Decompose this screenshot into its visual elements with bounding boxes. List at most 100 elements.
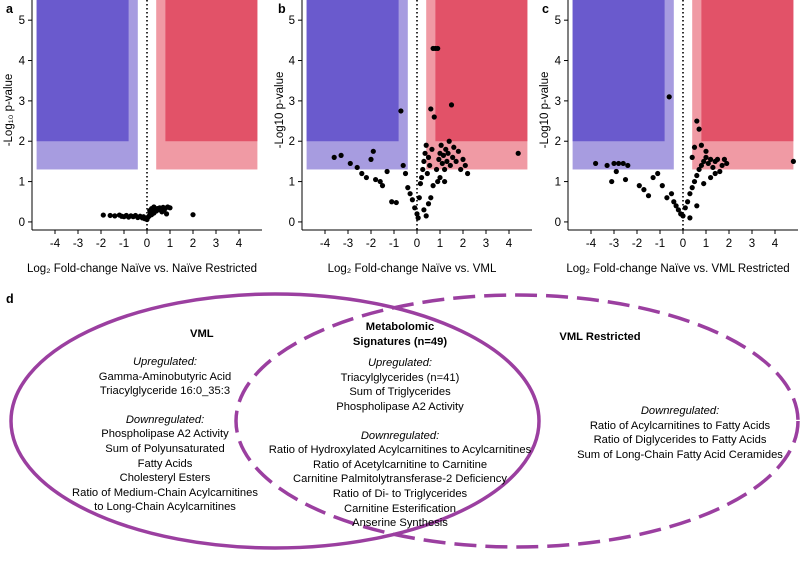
panel-c-point-18 bbox=[671, 199, 677, 205]
panel-c-ylabel: -Log10 p-value bbox=[539, 72, 551, 149]
panel-b-ytick-label-0: 0 bbox=[289, 217, 295, 229]
panel-c-point-11 bbox=[645, 193, 652, 199]
panel-b-point-25 bbox=[419, 174, 425, 181]
panel-c-point-6 bbox=[613, 168, 619, 175]
panel-b-point-0 bbox=[331, 154, 337, 160]
panel-c-xtick-label-5: 1 bbox=[703, 238, 709, 250]
panel-b-ytick-label-5: 5 bbox=[289, 15, 295, 27]
panel-b-point-51 bbox=[448, 102, 455, 108]
venn-left-ellipse bbox=[9, 292, 541, 550]
panel-c-ytick-label-3: 3 bbox=[555, 96, 561, 108]
panel-b-point-52 bbox=[450, 154, 456, 160]
venn-right-down-head: Downregulated: bbox=[640, 405, 720, 417]
panel-b-point-33 bbox=[428, 106, 434, 112]
panel-c-ytick-label-2: 2 bbox=[555, 136, 561, 148]
panel-b-point-22 bbox=[415, 215, 421, 221]
panel-c-xtick-label-1: -3 bbox=[609, 238, 619, 250]
panel-b-point-30 bbox=[424, 170, 430, 177]
panel-a-point-0 bbox=[100, 212, 106, 218]
panel-b-ytick-label-2: 2 bbox=[289, 136, 295, 148]
venn-right-title-wrap: VML Restricted bbox=[520, 330, 680, 345]
venn-middle-title-1: Signatures (n=49) bbox=[352, 335, 448, 348]
panel-c-point-25 bbox=[687, 191, 693, 197]
venn-middle-down-4: Carnitine Esterification bbox=[344, 502, 456, 515]
panel-b-xtick-label-0: -4 bbox=[320, 238, 331, 250]
panel-b-point-47 bbox=[444, 158, 450, 165]
panel-b-point-5 bbox=[363, 174, 369, 181]
panel-a-ytick-label-4: 4 bbox=[19, 56, 26, 68]
panel-b-point-15 bbox=[400, 162, 406, 169]
panel-b-point-4 bbox=[359, 170, 365, 177]
panel-b-point-34 bbox=[429, 146, 435, 152]
panel-b-point-50 bbox=[447, 162, 453, 169]
panel-a-xtick-label-1: -3 bbox=[73, 238, 83, 250]
panel-b-point-14 bbox=[398, 108, 404, 114]
venn-middle-up-2: Phospholipase A2 Activity bbox=[336, 400, 464, 413]
panel-a-point-35 bbox=[147, 208, 153, 214]
panel-a-ytick-label-2: 2 bbox=[19, 136, 25, 148]
panel-c-point-44 bbox=[698, 142, 705, 148]
venn-right-ellipse bbox=[234, 293, 800, 549]
panel-c-down-region-dark bbox=[572, 0, 665, 142]
panel-c-point-5 bbox=[625, 162, 631, 169]
panel-c-point-29 bbox=[696, 166, 702, 173]
panel-a-xtick-label-2: -2 bbox=[96, 238, 106, 250]
panel-b-point-23 bbox=[416, 195, 422, 201]
panel-b-point-58 bbox=[462, 162, 468, 169]
venn-left-down-3: Cholesteryl Esters bbox=[119, 472, 211, 485]
panel-b-ytick-label-4: 4 bbox=[289, 56, 296, 68]
panel-c-point-22 bbox=[680, 213, 686, 219]
panel-c-ytick-label-1: 1 bbox=[555, 177, 561, 189]
panel-c-point-32 bbox=[703, 154, 709, 160]
panel-c-point-9 bbox=[636, 183, 642, 189]
venn-middle-down-3: Ratio of Di- to Triglycerides bbox=[332, 487, 468, 500]
panel-c-ytick-label-5: 5 bbox=[555, 15, 561, 27]
venn-middle-up-1: Sum of Triglycerides bbox=[349, 386, 451, 399]
panel-b-point-42 bbox=[438, 142, 444, 148]
panel-c-xtick-label-8: 4 bbox=[772, 238, 779, 250]
venn-left-up-1: Triacylglyceride 16:0_35:3 bbox=[99, 385, 231, 398]
panel-b-point-55 bbox=[455, 148, 461, 154]
panel-b-up-region-dark bbox=[435, 0, 528, 142]
panel-c-point-16 bbox=[666, 94, 672, 100]
panel-b-point-48 bbox=[445, 150, 451, 156]
panel-b-xtick-label-7: 3 bbox=[483, 238, 489, 250]
venn-middle-up-head: Upregulated: bbox=[367, 357, 433, 370]
panel-a-xtick-label-0: -4 bbox=[50, 238, 61, 250]
venn-middle-down-head: Downregulated: bbox=[360, 429, 440, 442]
panel-b-point-59 bbox=[465, 170, 471, 177]
panel-c-xtick-label-4: 0 bbox=[680, 238, 686, 250]
panel-b-point-44 bbox=[440, 152, 447, 158]
panel-a-point-37 bbox=[161, 207, 167, 213]
panel-b-xtick-label-2: -2 bbox=[366, 238, 376, 250]
panel-c-xtick-label-0: -4 bbox=[586, 238, 597, 250]
venn-left-up-0: Gamma-Aminobutyric Acid bbox=[98, 370, 232, 383]
panel-b-ylabel: -Log10 p-value bbox=[274, 72, 286, 149]
panel-c-point-20 bbox=[675, 207, 682, 213]
panel-b-point-24 bbox=[417, 180, 424, 187]
venn-middle-down-5: Anserine Synthesis bbox=[352, 517, 448, 530]
panel-c-point-50 bbox=[790, 158, 797, 165]
panel-c-point-33 bbox=[705, 160, 711, 167]
panel-a-point-39 bbox=[190, 212, 196, 218]
panel-c-ytick-label-4: 4 bbox=[555, 56, 562, 68]
venn-left-title: VML bbox=[190, 328, 214, 340]
venn-left-content: Upregulated: Gamma-Aminobutyric Acid Tri… bbox=[40, 355, 290, 515]
panel-b-point-46 bbox=[443, 146, 449, 152]
panel-b-point-38 bbox=[431, 114, 437, 120]
venn-left-down-2: Fatty Acids bbox=[137, 457, 193, 470]
panel-b-point-2 bbox=[347, 160, 353, 167]
panel-a-point-1 bbox=[107, 212, 113, 219]
panel-c-point-40 bbox=[721, 156, 728, 162]
panel-b-xtick-label-6: 2 bbox=[460, 238, 466, 250]
venn-middle-title-0: Metabolomic bbox=[365, 321, 435, 333]
venn-right-down-1: Ratio of Diglycerides to Fatty Acids bbox=[593, 434, 767, 447]
panel-b-point-1 bbox=[338, 152, 344, 158]
panel-c-point-0 bbox=[593, 160, 599, 167]
venn-right-down-2: Sum of Long-Chain Fatty Acid Ceramides bbox=[577, 448, 783, 461]
panel-c-point-14 bbox=[659, 183, 665, 189]
panel-b-point-10 bbox=[379, 183, 386, 189]
panel-b-point-62 bbox=[430, 183, 436, 189]
panel-b-point-8 bbox=[373, 176, 379, 183]
